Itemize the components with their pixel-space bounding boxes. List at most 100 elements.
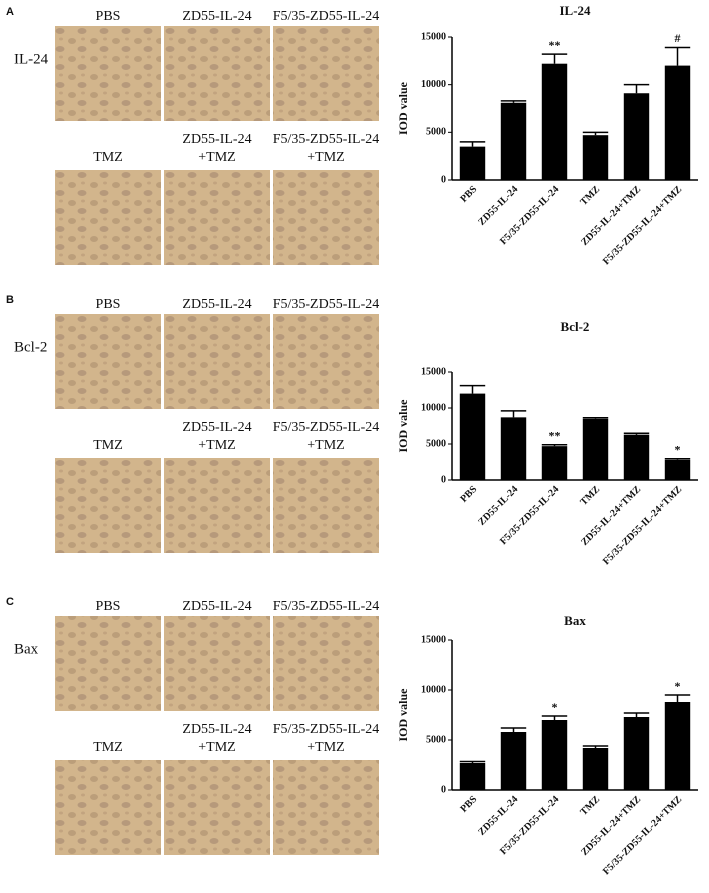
micrograph (55, 458, 161, 553)
micrograph (55, 314, 161, 409)
micrograph (273, 458, 379, 553)
image-caption: +TMZ (307, 438, 344, 453)
image-caption: PBS (96, 9, 121, 24)
image-caption: ZD55-IL-24 (182, 9, 251, 24)
significance-mark: ** (549, 428, 561, 442)
micrograph (164, 170, 270, 265)
x-tick-label: F5/35-ZD55-IL-24+TMZ (601, 794, 685, 878)
y-tick-label: 5000 (426, 438, 446, 449)
image-caption: F5/35-ZD55-IL-24 (273, 599, 380, 614)
bar (459, 146, 486, 180)
micrograph (164, 616, 270, 711)
marker-label: Bcl-2 (14, 339, 47, 355)
bar (664, 702, 691, 790)
image-caption: +TMZ (198, 150, 235, 165)
y-axis-title: IOD value (396, 81, 410, 135)
micrograph (273, 616, 379, 711)
bar (623, 434, 650, 480)
significance-mark: ** (549, 38, 561, 52)
y-tick-label: 5000 (426, 127, 446, 138)
x-tick-label: TMZ (578, 794, 602, 818)
bar (582, 135, 609, 180)
bar (541, 63, 568, 181)
significance-mark: * (552, 700, 558, 714)
bar (582, 418, 609, 480)
x-tick-label: F5/35-ZD55-IL-24+TMZ (601, 184, 685, 268)
y-tick-label: 15000 (421, 634, 446, 645)
x-tick-label: PBS (458, 184, 479, 205)
significance-mark: * (675, 679, 681, 693)
image-caption: F5/35-ZD55-IL-24 (273, 9, 380, 24)
micrograph (55, 760, 161, 855)
chart-title: Bcl-2 (561, 319, 590, 334)
bar (500, 417, 527, 480)
x-tick-label: ZD55-IL-24 (476, 484, 520, 528)
panel-label: C (6, 596, 14, 608)
x-tick-label: PBS (458, 794, 479, 815)
image-caption: TMZ (93, 740, 123, 755)
image-caption: TMZ (93, 150, 123, 165)
y-axis-title: IOD value (396, 399, 410, 453)
y-tick-label: 0 (441, 474, 446, 485)
image-caption: F5/35-ZD55-IL-24 (273, 132, 380, 147)
y-axis-title: IOD value (396, 688, 410, 742)
significance-mark: * (675, 443, 681, 457)
image-caption: ZD55-IL-24 (182, 722, 251, 737)
micrograph (164, 314, 270, 409)
x-tick-label: ZD55-IL-24 (476, 794, 520, 838)
micrograph (273, 170, 379, 265)
panel-label: A (6, 6, 14, 18)
micrograph (55, 616, 161, 711)
micrograph (164, 760, 270, 855)
image-caption: F5/35-ZD55-IL-24 (273, 722, 380, 737)
y-tick-label: 5000 (426, 734, 446, 745)
y-tick-label: 10000 (421, 79, 446, 90)
image-caption: +TMZ (198, 740, 235, 755)
bar (459, 763, 486, 790)
y-tick-label: 0 (441, 174, 446, 185)
bar (664, 459, 691, 480)
chart-title: Bax (564, 613, 586, 628)
image-caption: TMZ (93, 438, 123, 453)
bar (541, 446, 568, 480)
image-caption: +TMZ (307, 740, 344, 755)
bar (459, 393, 486, 480)
micrograph (55, 26, 161, 121)
micrograph (164, 458, 270, 553)
marker-label: IL-24 (14, 51, 49, 67)
micrograph (55, 170, 161, 265)
bar (500, 102, 527, 180)
image-caption: +TMZ (198, 438, 235, 453)
bar (582, 748, 609, 790)
image-caption: F5/35-ZD55-IL-24 (273, 420, 380, 435)
image-caption: ZD55-IL-24 (182, 297, 251, 312)
image-caption: PBS (96, 599, 121, 614)
micrograph (273, 26, 379, 121)
micrograph (273, 314, 379, 409)
y-tick-label: 15000 (421, 31, 446, 42)
image-caption: ZD55-IL-24 (182, 132, 251, 147)
x-tick-label: TMZ (578, 184, 602, 208)
panel-label: B (6, 294, 14, 306)
image-caption: ZD55-IL-24 (182, 420, 251, 435)
image-caption: PBS (96, 297, 121, 312)
micrograph (164, 26, 270, 121)
x-tick-label: TMZ (578, 484, 602, 508)
image-caption: F5/35-ZD55-IL-24 (273, 297, 380, 312)
x-tick-label: PBS (458, 484, 479, 505)
bar (664, 65, 691, 180)
bar (623, 93, 650, 180)
y-tick-label: 15000 (421, 366, 446, 377)
marker-label: Bax (14, 641, 39, 657)
bar (500, 732, 527, 790)
chart-title: IL-24 (559, 3, 591, 18)
image-caption: ZD55-IL-24 (182, 599, 251, 614)
x-tick-label: ZD55-IL-24 (476, 184, 520, 228)
bar (623, 717, 650, 790)
significance-mark: # (675, 31, 681, 45)
y-tick-label: 10000 (421, 402, 446, 413)
y-tick-label: 0 (441, 784, 446, 795)
image-caption: +TMZ (307, 150, 344, 165)
y-tick-label: 10000 (421, 684, 446, 695)
